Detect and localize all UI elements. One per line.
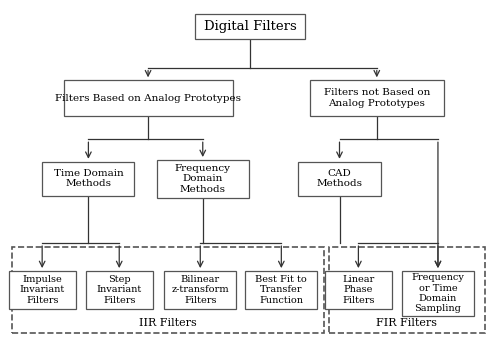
Text: Frequency
Domain
Methods: Frequency Domain Methods (175, 164, 231, 193)
Text: Filters Based on Analog Prototypes: Filters Based on Analog Prototypes (55, 93, 241, 103)
FancyBboxPatch shape (196, 14, 304, 39)
Bar (12, 247, 324, 333)
FancyBboxPatch shape (402, 271, 474, 316)
FancyBboxPatch shape (42, 162, 134, 196)
Text: IIR Filters: IIR Filters (139, 318, 197, 328)
Text: Step
Invariant
Filters: Step Invariant Filters (96, 275, 142, 305)
Text: Digital Filters: Digital Filters (204, 20, 296, 33)
FancyBboxPatch shape (64, 80, 232, 116)
FancyBboxPatch shape (246, 271, 318, 309)
FancyBboxPatch shape (8, 271, 76, 309)
Text: Linear
Phase
Filters: Linear Phase Filters (342, 275, 374, 305)
Text: Time Domain
Methods: Time Domain Methods (54, 169, 124, 188)
Text: CAD
Methods: CAD Methods (316, 169, 362, 188)
Text: FIR Filters: FIR Filters (376, 318, 437, 328)
FancyBboxPatch shape (86, 271, 153, 309)
FancyBboxPatch shape (325, 271, 392, 309)
Text: Impulse
Invariant
Filters: Impulse Invariant Filters (20, 275, 65, 305)
FancyBboxPatch shape (310, 80, 444, 116)
Text: Bilinear
z-transform
Filters: Bilinear z-transform Filters (172, 275, 229, 305)
FancyBboxPatch shape (157, 160, 249, 197)
Bar (328, 247, 484, 333)
Text: Frequency
or Time
Domain
Sampling: Frequency or Time Domain Sampling (412, 273, 465, 313)
Text: Filters not Based on
Analog Prototypes: Filters not Based on Analog Prototypes (324, 88, 430, 108)
FancyBboxPatch shape (164, 271, 236, 309)
FancyBboxPatch shape (298, 162, 380, 196)
Text: Best Fit to
Transfer
Function: Best Fit to Transfer Function (256, 275, 307, 305)
